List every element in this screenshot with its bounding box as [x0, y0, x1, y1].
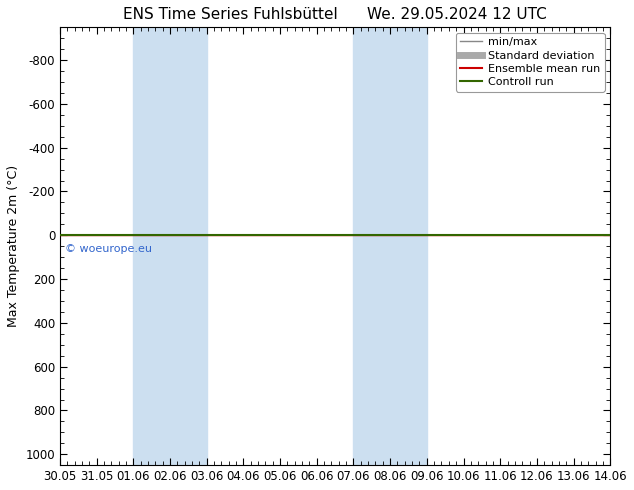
Legend: min/max, Standard deviation, Ensemble mean run, Controll run: min/max, Standard deviation, Ensemble me…: [456, 33, 605, 92]
Y-axis label: Max Temperature 2m (°C): Max Temperature 2m (°C): [7, 165, 20, 327]
Bar: [354, 27, 427, 465]
Text: © woeurope.eu: © woeurope.eu: [65, 244, 153, 254]
Title: ENS Time Series Fuhlsbüttel      We. 29.05.2024 12 UTC: ENS Time Series Fuhlsbüttel We. 29.05.20…: [123, 7, 547, 22]
Bar: [133, 27, 207, 465]
